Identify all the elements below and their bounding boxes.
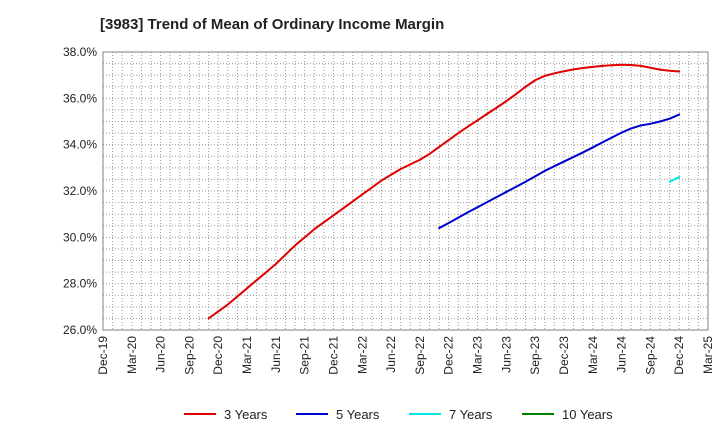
legend-label: 10 Years bbox=[562, 407, 613, 422]
x-tick-label: Sep-21 bbox=[298, 336, 312, 375]
series-line bbox=[668, 176, 681, 183]
x-tick-label: Dec-21 bbox=[326, 336, 340, 375]
x-tick-label: Mar-20 bbox=[125, 336, 139, 374]
series-line bbox=[438, 113, 681, 230]
legend-label: 7 Years bbox=[449, 407, 493, 422]
x-tick-label: Sep-20 bbox=[182, 336, 196, 375]
x-tick-label: Jun-20 bbox=[154, 336, 168, 373]
plot-area-border bbox=[102, 51, 709, 331]
x-tick-label: Sep-22 bbox=[413, 336, 427, 375]
series-line bbox=[207, 63, 681, 320]
x-tick-label: Jun-22 bbox=[384, 336, 398, 373]
chart-title: [3983] Trend of Mean of Ordinary Income … bbox=[100, 16, 445, 33]
x-tick-label: Mar-24 bbox=[586, 336, 600, 374]
legend-label: 5 Years bbox=[336, 407, 380, 422]
x-tick-label: Dec-22 bbox=[442, 336, 456, 375]
x-tick-label: Dec-23 bbox=[557, 336, 571, 375]
y-tick-label: 26.0% bbox=[63, 323, 97, 337]
y-tick-label: 32.0% bbox=[63, 184, 97, 198]
x-tick-label: Mar-25 bbox=[701, 336, 715, 374]
x-tick-label: Dec-24 bbox=[672, 336, 686, 375]
y-tick-label: 30.0% bbox=[63, 230, 97, 244]
x-tick-label: Dec-20 bbox=[211, 336, 225, 375]
x-tick-label: Sep-24 bbox=[643, 336, 657, 375]
y-tick-label: 34.0% bbox=[63, 138, 97, 152]
legend-label: 3 Years bbox=[224, 407, 268, 422]
x-tick-label: Mar-21 bbox=[240, 336, 254, 374]
y-tick-label: 38.0% bbox=[63, 45, 97, 59]
x-tick-label: Sep-23 bbox=[528, 336, 542, 375]
x-tick-label: Jun-21 bbox=[269, 336, 283, 373]
x-tick-label: Mar-23 bbox=[471, 336, 485, 374]
y-tick-label: 28.0% bbox=[63, 277, 97, 291]
x-tick-label: Jun-23 bbox=[499, 336, 513, 373]
y-tick-label: 36.0% bbox=[63, 91, 97, 105]
x-tick-label: Jun-24 bbox=[615, 336, 629, 373]
x-tick-label: Mar-22 bbox=[355, 336, 369, 374]
x-tick-label: Dec-19 bbox=[96, 336, 110, 375]
